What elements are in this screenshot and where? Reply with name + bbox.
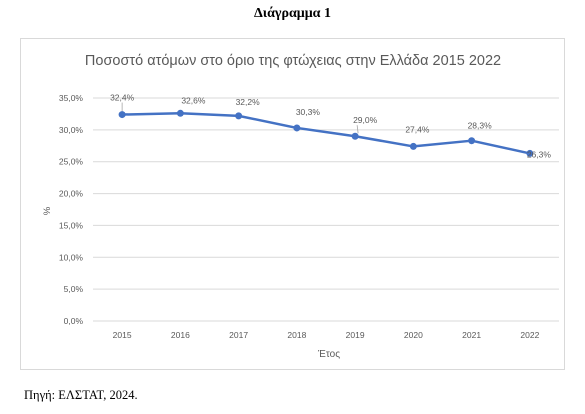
- x-axis-ticks: 2015 2016 2017 2018 2019 2020 2021 2022: [113, 330, 540, 340]
- data-label: 26,3%: [527, 149, 552, 159]
- x-tick-label: 2016: [171, 330, 190, 340]
- gridlines: [93, 97, 559, 322]
- chart-title: Ποσοστό ατόμων στο όριο της φτώχειας στη…: [85, 53, 501, 69]
- poverty-line-chart: Ποσοστό ατόμων στο όριο της φτώχειας στη…: [42, 53, 559, 360]
- chart-frame: Ποσοστό ατόμων στο όριο της φτώχειας στη…: [20, 38, 565, 370]
- y-tick-label: 20,0%: [59, 189, 84, 199]
- x-axis-label: Έτος: [317, 349, 340, 360]
- data-point: [235, 112, 243, 120]
- data-label: 32,2%: [236, 97, 261, 107]
- data-point: [351, 132, 359, 140]
- data-point: [176, 109, 184, 117]
- y-tick-label: 5,0%: [64, 284, 84, 294]
- data-labels: 32,4% 32,6% 32,2% 30,3% 29,0% 27,4% 28,3% 26,3%: [110, 93, 551, 160]
- y-tick-label: 25,0%: [59, 157, 84, 167]
- x-tick-label: 2015: [113, 330, 132, 340]
- y-tick-label: 30,0%: [59, 125, 84, 135]
- x-tick-label: 2021: [462, 330, 481, 340]
- data-label: 28,3%: [468, 121, 493, 131]
- label-leader-lines: [121, 102, 359, 134]
- x-tick-label: 2019: [346, 330, 365, 340]
- x-tick-label: 2020: [404, 330, 423, 340]
- data-label: 27,4%: [405, 124, 430, 134]
- y-tick-label: 0,0%: [64, 316, 84, 326]
- x-tick-label: 2018: [287, 330, 306, 340]
- y-axis-ticks: 0,0% 5,0% 10,0% 15,0% 20,0% 25,0% 30,0% 35,0%: [59, 93, 84, 326]
- series-line: [122, 112, 531, 155]
- figure-heading: Διάγραμμα 1: [254, 6, 331, 21]
- data-label: 30,3%: [296, 107, 321, 117]
- data-points: [118, 109, 534, 157]
- data-label: 29,0%: [353, 115, 378, 125]
- data-point: [293, 124, 301, 132]
- data-label: 32,6%: [181, 95, 206, 105]
- data-point: [526, 149, 534, 157]
- x-tick-label: 2017: [229, 330, 248, 340]
- data-point: [409, 142, 417, 150]
- source-note: Πηγή: ΕΛΣΤΑΤ, 2024.: [24, 388, 138, 402]
- data-point: [468, 137, 476, 145]
- y-tick-label: 10,0%: [59, 252, 84, 262]
- y-axis-label: %: [42, 206, 53, 215]
- data-point: [118, 111, 126, 119]
- y-tick-label: 15,0%: [59, 220, 84, 230]
- data-label: 32,4%: [110, 93, 135, 103]
- y-tick-label: 35,0%: [59, 93, 84, 103]
- x-tick-label: 2022: [520, 330, 539, 340]
- label-leader-line: [356, 125, 359, 134]
